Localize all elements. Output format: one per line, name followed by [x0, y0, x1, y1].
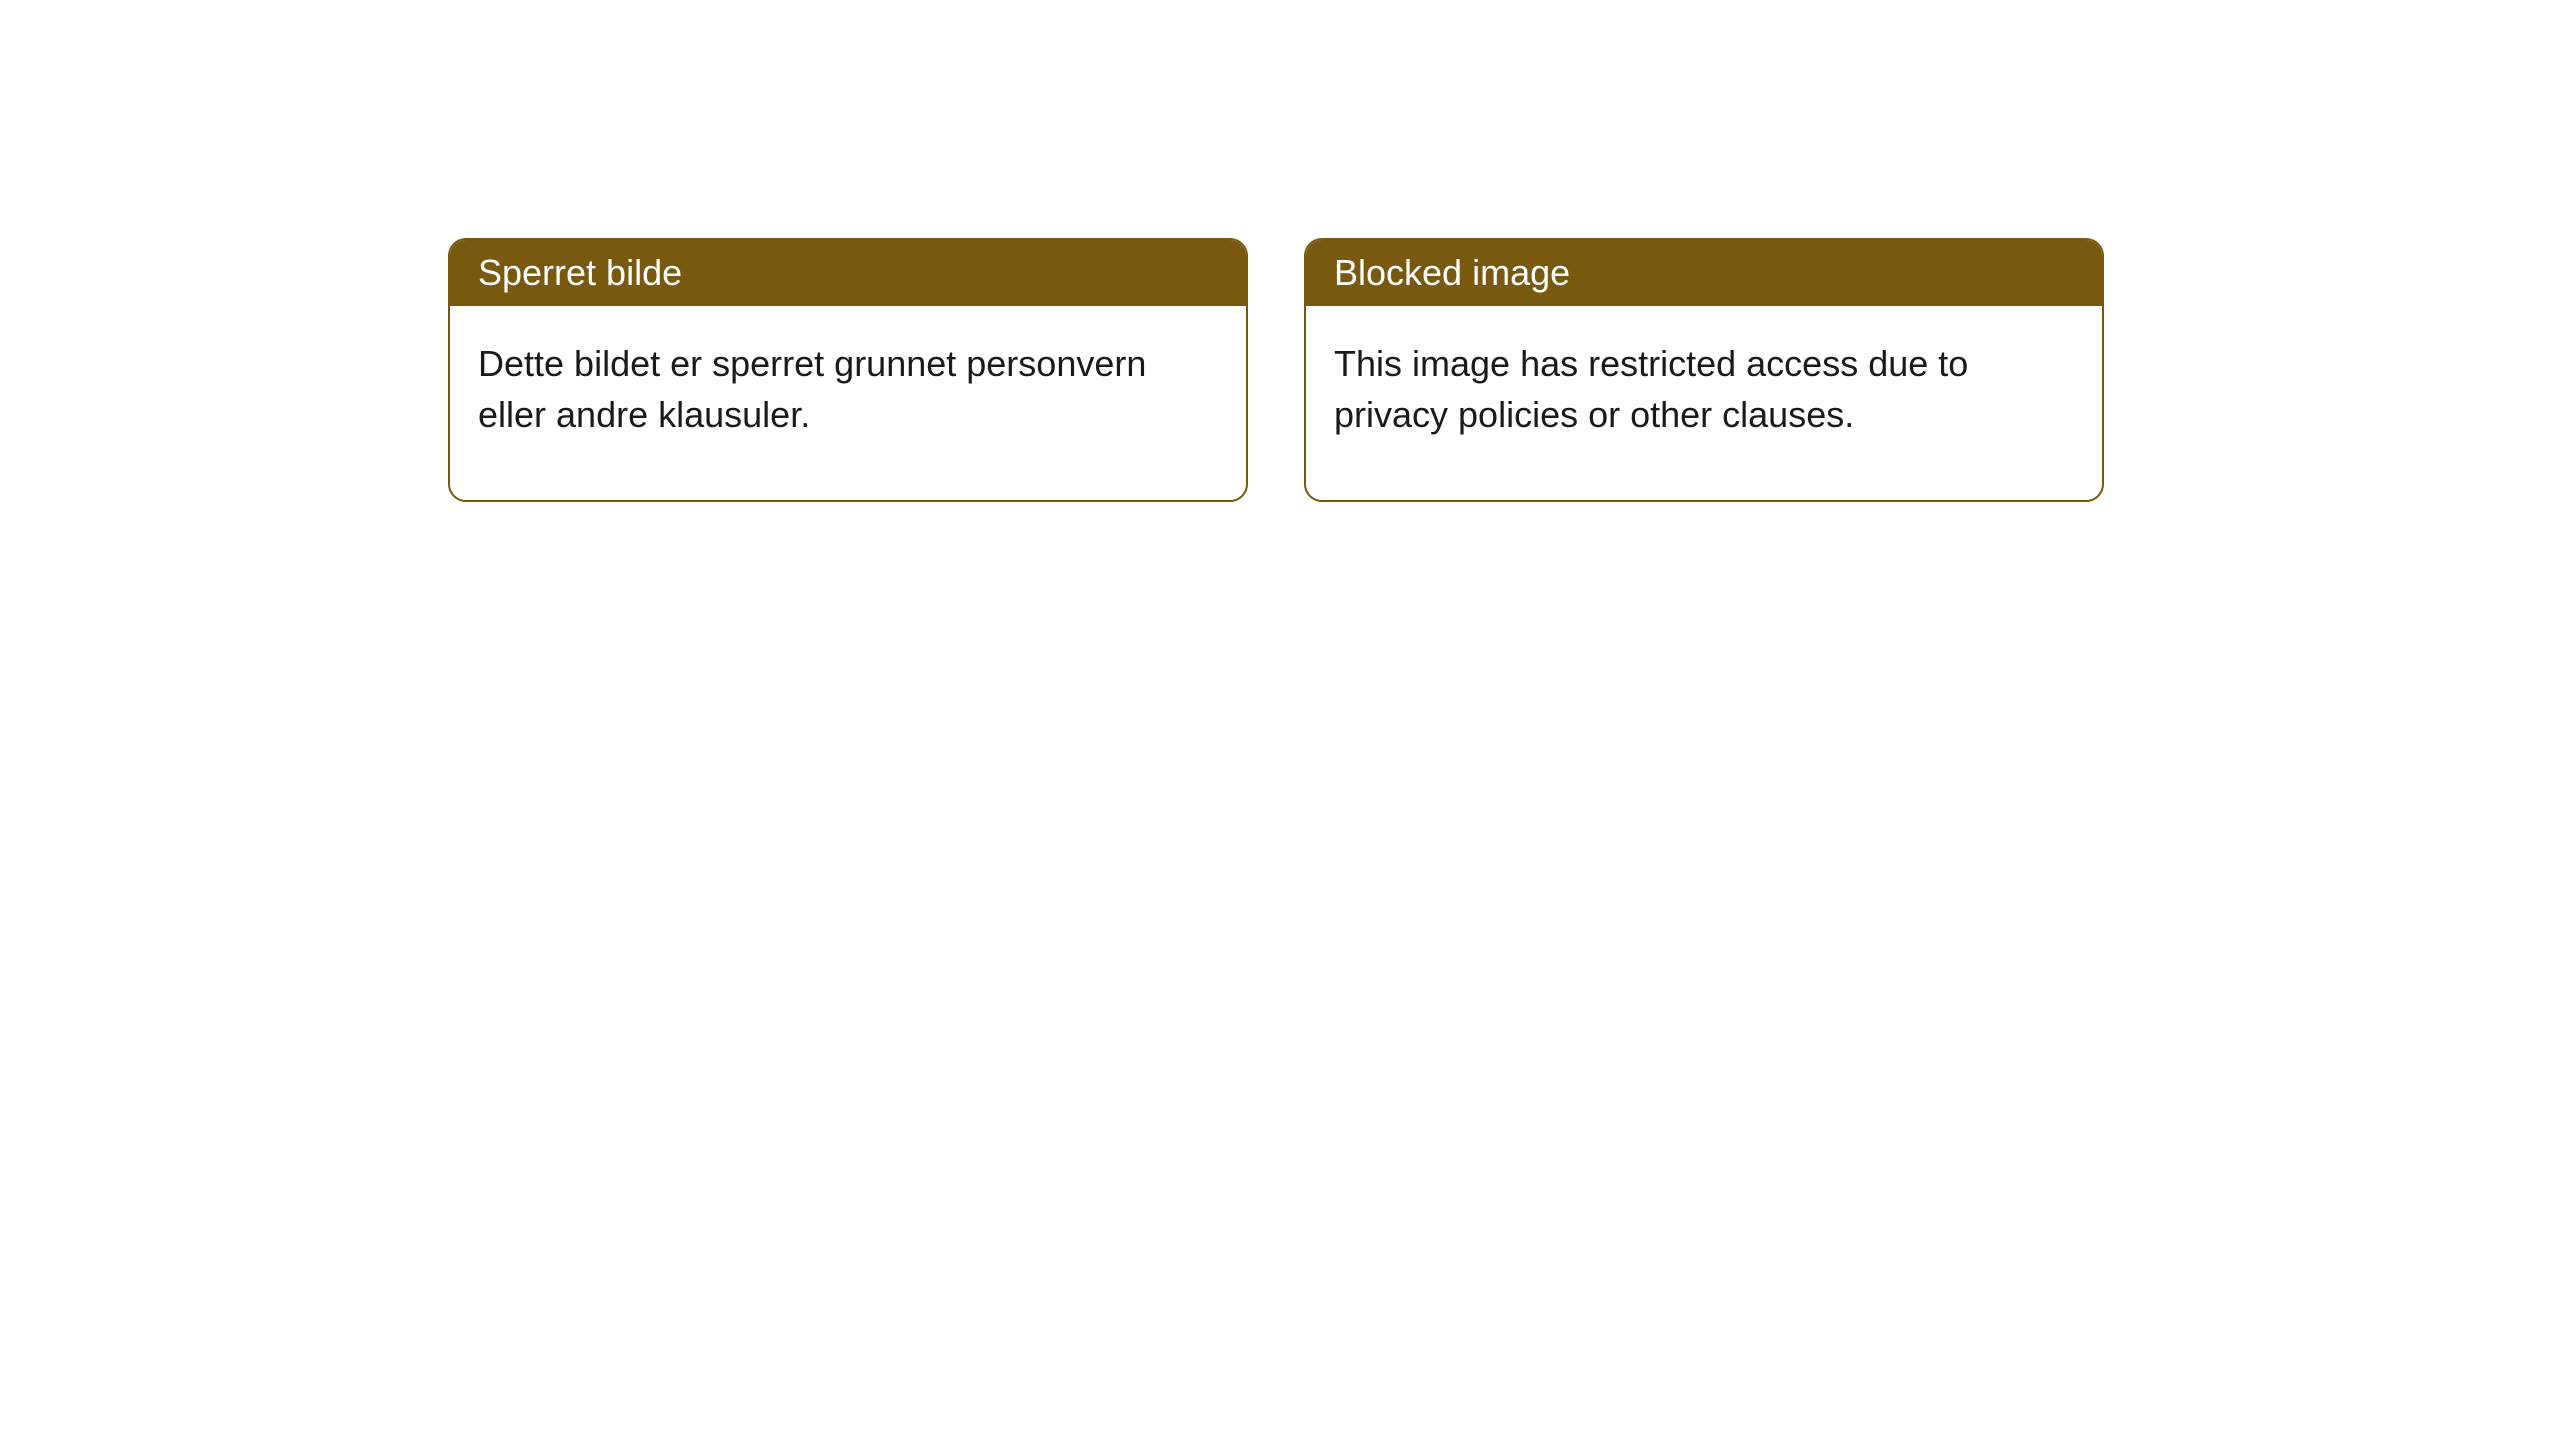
notice-header-norwegian: Sperret bilde	[450, 240, 1246, 306]
notice-text: Dette bildet er sperret grunnet personve…	[478, 343, 1146, 435]
notice-body-english: This image has restricted access due to …	[1306, 306, 2102, 500]
notice-title: Blocked image	[1334, 252, 1570, 293]
notice-box-norwegian: Sperret bilde Dette bildet er sperret gr…	[448, 238, 1248, 502]
notice-body-norwegian: Dette bildet er sperret grunnet personve…	[450, 306, 1246, 500]
notice-title: Sperret bilde	[478, 252, 682, 293]
notice-header-english: Blocked image	[1306, 240, 2102, 306]
notice-box-english: Blocked image This image has restricted …	[1304, 238, 2104, 502]
notice-container: Sperret bilde Dette bildet er sperret gr…	[0, 0, 2560, 502]
notice-text: This image has restricted access due to …	[1334, 343, 1968, 435]
